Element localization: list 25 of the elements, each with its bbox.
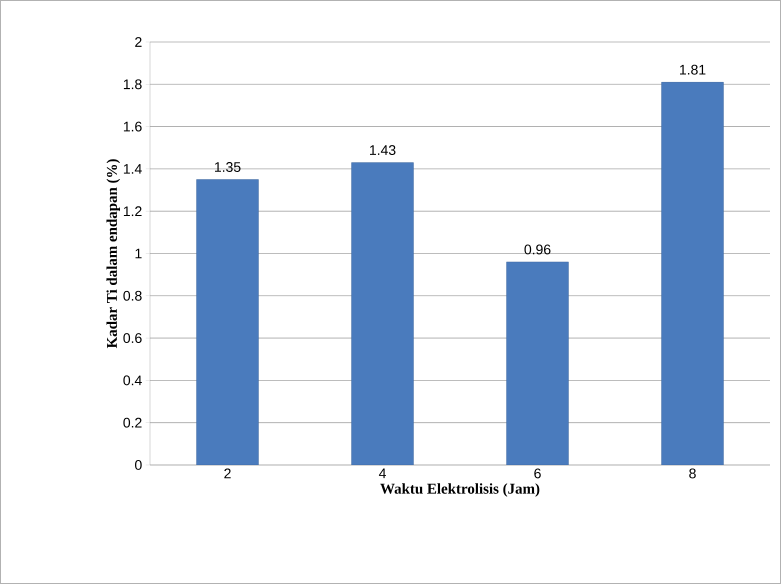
y-tick-label: 1 [136, 248, 142, 258]
data-label: 1.35 [214, 162, 240, 172]
y-axis-title: Kadar Ti dalam endapan (%) [106, 159, 120, 348]
y-tick-label: 0.8 [123, 290, 142, 301]
x-tick-label: 2 [224, 468, 231, 478]
bar [506, 262, 569, 465]
y-tick-label: 0.6 [123, 333, 142, 344]
bar [351, 162, 414, 465]
data-label: 0.96 [524, 244, 550, 254]
data-label: 1.81 [680, 64, 706, 75]
y-tick-label: 0.2 [123, 418, 142, 428]
x-tick-label: 4 [378, 468, 386, 478]
x-tick-label: 8 [689, 468, 696, 478]
x-tick-label: 6 [534, 468, 541, 478]
y-tick-label: 0 [135, 460, 142, 470]
y-tick-label: 1.4 [124, 164, 142, 174]
data-label: 1.43 [370, 145, 396, 156]
bar [196, 179, 259, 465]
x-axis-title: Waktu Elektrolisis (Jam) [380, 483, 540, 497]
y-tick-label: 1.2 [124, 206, 142, 216]
y-tick-label: 0.4 [123, 375, 142, 386]
y-tick-label: 2 [135, 37, 142, 47]
y-tick-label: 1.6 [124, 122, 142, 132]
bar [661, 82, 724, 465]
y-tick-label: 1.8 [124, 79, 142, 90]
